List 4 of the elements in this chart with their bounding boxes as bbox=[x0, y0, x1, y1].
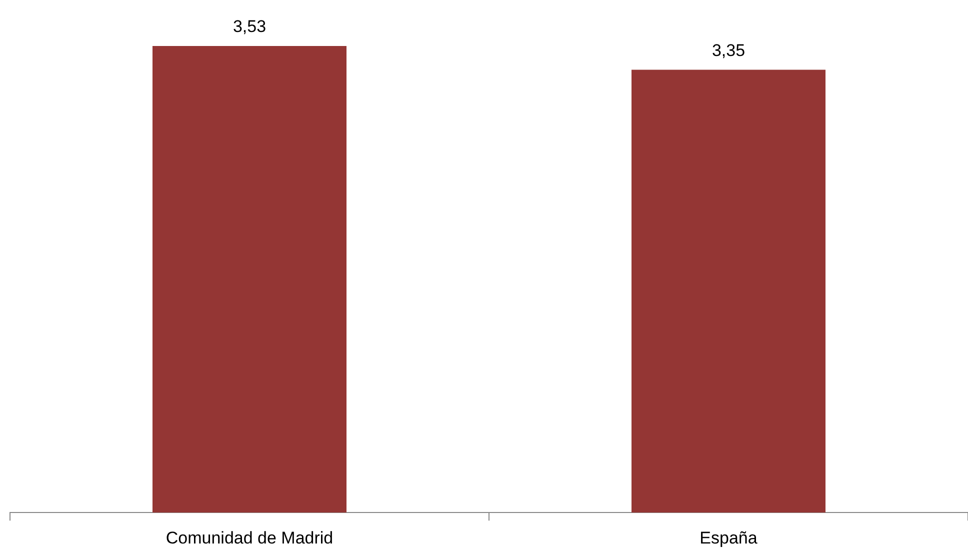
data-label: 3,53 bbox=[232, 17, 266, 36]
x-tick-label: España bbox=[700, 528, 758, 548]
data-label: 3,35 bbox=[712, 40, 746, 60]
x-tick-label: Comunidad de Madrid bbox=[166, 528, 334, 548]
